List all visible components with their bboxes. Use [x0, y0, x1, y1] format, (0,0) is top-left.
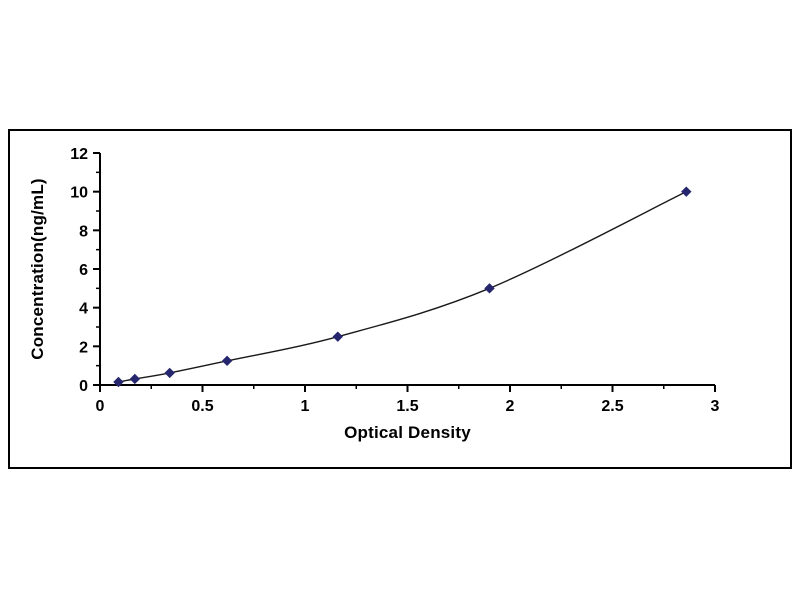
y-tick-label: 10: [70, 185, 88, 202]
data-point-marker: [113, 376, 124, 388]
x-tick-label: 1.5: [396, 398, 418, 415]
x-tick-label: 0.5: [191, 398, 213, 415]
data-point-marker: [221, 355, 233, 367]
data-point-marker: [681, 186, 692, 197]
y-tick-label: 4: [79, 301, 88, 318]
x-tick-label: 2: [506, 398, 515, 415]
y-tick-label: 12: [70, 146, 88, 163]
x-axis-title: Optical Density: [344, 423, 471, 442]
chart-frame: 0 0.5 1 1.5 2 2.5 3 0 2 4 6 8 10 12 Optical Density C…: [8, 129, 792, 469]
curve-line: [118, 191, 687, 383]
y-tick-label: 2: [79, 339, 88, 356]
y-tick-label: 6: [79, 262, 88, 279]
standard-curve-plot: 0 0.5 1 1.5 2 2.5 3 0 2 4 6 8 10 12: [70, 146, 720, 415]
x-tick-label: 1: [301, 398, 310, 415]
y-tick-label: 0: [79, 378, 88, 395]
data-point-marker: [129, 373, 141, 385]
data-point-marker: [164, 367, 175, 379]
x-tick-label: 3: [711, 398, 720, 415]
data-point-marker: [484, 283, 495, 294]
data-point-marker: [332, 331, 344, 342]
x-tick-label: 0: [96, 398, 105, 415]
y-axis-title: Concentration(ng/mL): [28, 178, 47, 360]
x-tick-label: 2.5: [601, 398, 623, 415]
y-tick-label: 8: [79, 223, 88, 240]
